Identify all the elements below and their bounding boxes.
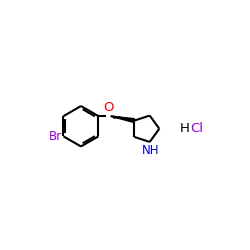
Text: NH: NH	[142, 144, 160, 157]
Text: O: O	[103, 101, 114, 114]
Text: Cl: Cl	[190, 122, 203, 135]
Text: Br: Br	[49, 130, 62, 143]
Polygon shape	[110, 116, 134, 122]
Text: H: H	[180, 122, 190, 135]
